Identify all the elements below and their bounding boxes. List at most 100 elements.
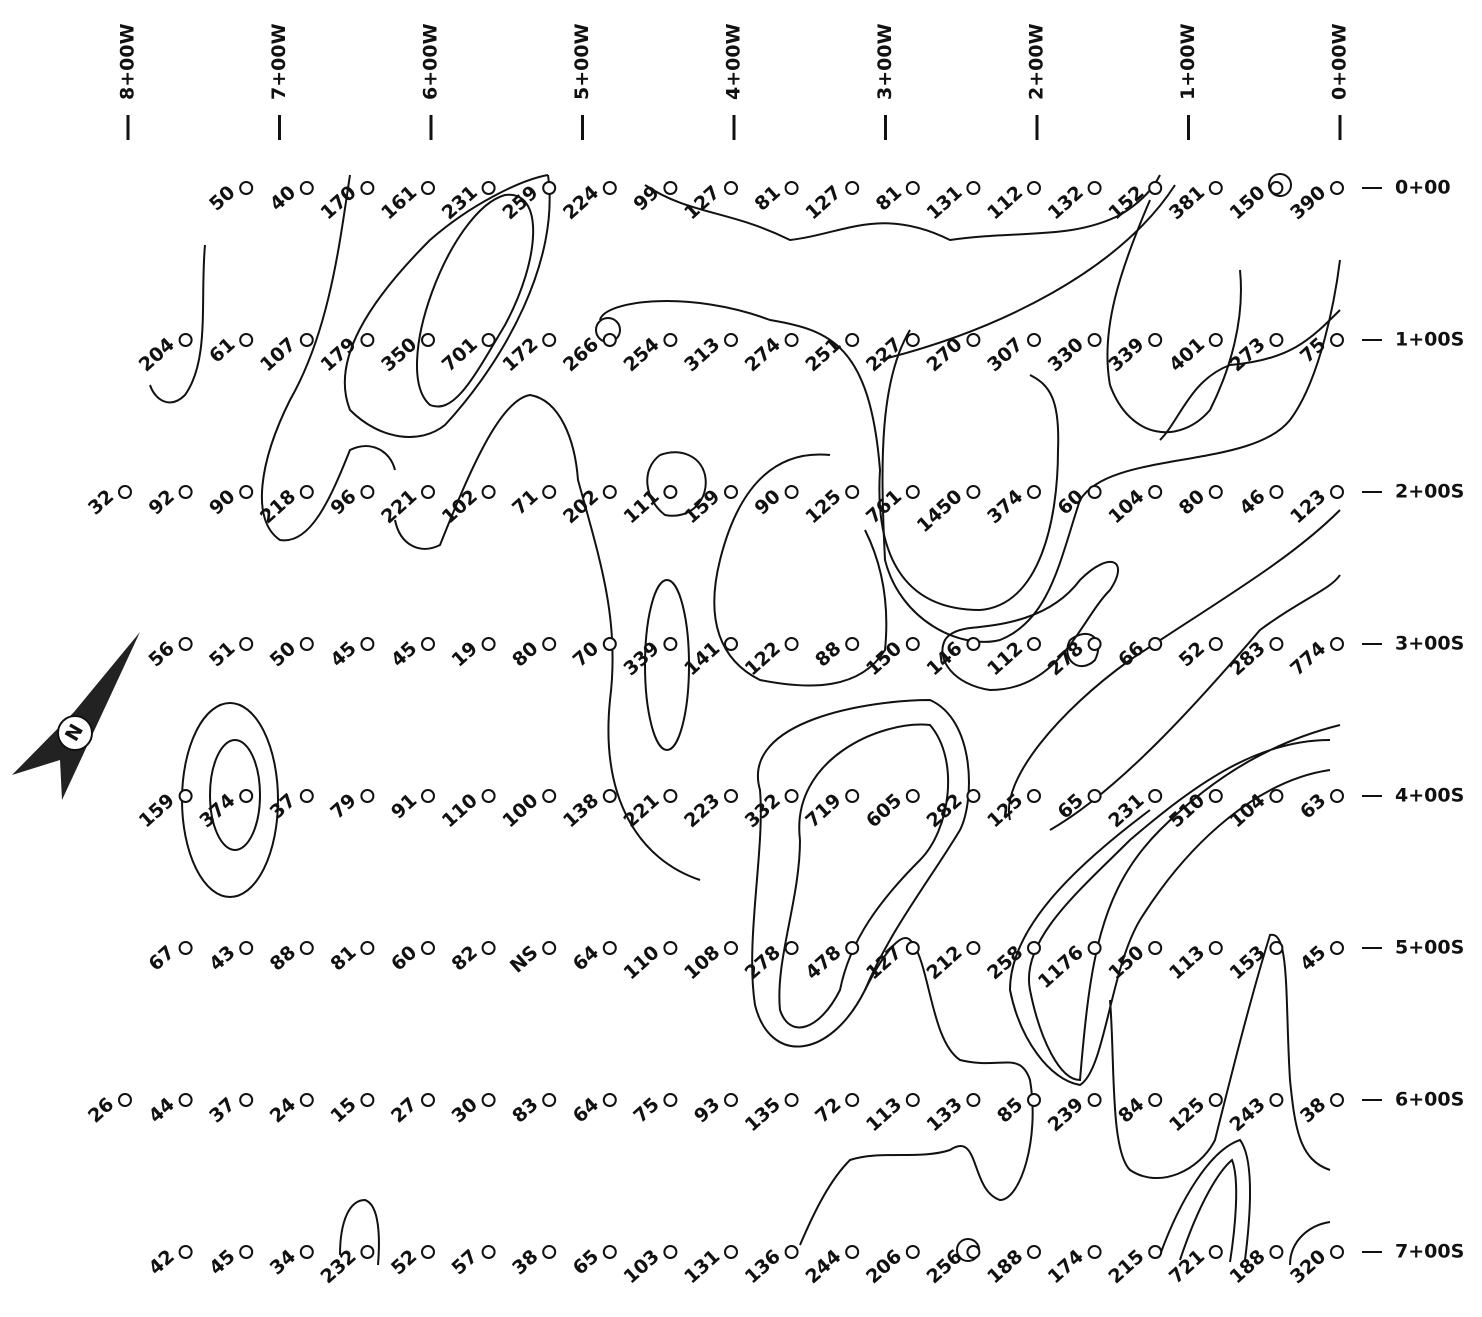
sample-point [240, 1094, 252, 1106]
sample-value: 85 [993, 1093, 1027, 1127]
sample-value: 81 [326, 941, 360, 975]
sample-point [725, 1094, 737, 1106]
sample-value: 32 [84, 485, 118, 519]
sample-point [1270, 1246, 1282, 1258]
sample-point [422, 334, 434, 346]
sample-value: 45 [205, 1245, 239, 1279]
sample-point [1331, 1094, 1343, 1106]
sample-value: 159 [680, 485, 724, 528]
sample-point [725, 486, 737, 498]
sample-value: 24 [266, 1093, 300, 1127]
contour-line [417, 195, 533, 407]
sample-value: 125 [983, 789, 1027, 832]
column-label: 3+00W [874, 23, 896, 100]
sample-value: 92 [145, 485, 179, 519]
sample-point [907, 942, 919, 954]
contour-line [752, 700, 969, 1047]
sample-value: 273 [1226, 333, 1270, 376]
sample-value: 72 [811, 1093, 845, 1127]
sample-point [180, 942, 192, 954]
sample-point [543, 1246, 555, 1258]
sample-point [1028, 638, 1040, 650]
sample-value: 127 [862, 941, 906, 984]
sample-value: 701 [438, 333, 482, 376]
sample-value: 113 [1165, 941, 1209, 984]
sample-point [422, 182, 434, 194]
sample-value: 44 [145, 1093, 179, 1127]
sample-point [1089, 182, 1101, 194]
sample-value: 65 [1054, 789, 1088, 823]
sample-value: 282 [923, 789, 967, 832]
sample-point [543, 638, 555, 650]
sample-point [786, 638, 798, 650]
sample-value: 122 [741, 637, 785, 680]
sample-value: 1176 [1034, 941, 1088, 993]
sample-value: 83 [508, 1093, 542, 1127]
sample-value: 256 [923, 1245, 967, 1288]
sample-point [846, 638, 858, 650]
sample-value: 350 [377, 333, 421, 376]
sample-point [422, 1094, 434, 1106]
sample-point [604, 1246, 616, 1258]
sample-value: 605 [862, 789, 906, 832]
sample-value: 46 [1235, 485, 1269, 519]
sample-point [1149, 1094, 1161, 1106]
sample-value: 146 [923, 637, 967, 680]
row-label: 6+00S [1395, 1089, 1464, 1111]
sample-point [119, 1094, 131, 1106]
sample-point [786, 486, 798, 498]
sample-point [786, 1246, 798, 1258]
sample-point [301, 334, 313, 346]
sample-point [361, 1246, 373, 1258]
sample-point [240, 942, 252, 954]
sample-value: 27 [387, 1093, 421, 1127]
sample-value: 19 [448, 637, 482, 671]
sample-point [786, 334, 798, 346]
sample-value: 227 [862, 333, 906, 376]
sample-point [846, 182, 858, 194]
sample-value: 80 [1175, 485, 1209, 519]
sample-value: 102 [438, 485, 482, 528]
sample-point [361, 486, 373, 498]
sample-point [664, 1246, 676, 1258]
column-label: 2+00W [1026, 23, 1048, 100]
sample-value: 150 [1226, 181, 1270, 224]
sample-point [1270, 638, 1282, 650]
sample-point [1270, 334, 1282, 346]
sample-value: 104 [1104, 485, 1148, 528]
sample-value: 56 [145, 637, 179, 671]
sample-value: 125 [801, 485, 845, 528]
column-label: 8+00W [117, 23, 139, 100]
sample-value: 42 [145, 1245, 179, 1279]
column-label: 4+00W [723, 23, 745, 100]
sample-value: 112 [983, 637, 1027, 680]
sample-value: 26 [84, 1093, 118, 1127]
sample-point [180, 486, 192, 498]
sample-value: 107 [256, 333, 300, 376]
sample-value: 231 [1104, 789, 1148, 832]
sample-point [361, 942, 373, 954]
sample-point [1331, 334, 1343, 346]
sample-value: 65 [569, 1245, 603, 1279]
sample-value: 123 [1286, 485, 1330, 528]
sample-value: 381 [1165, 181, 1209, 224]
sample-value: 64 [569, 1093, 603, 1127]
sample-point [725, 1246, 737, 1258]
sample-value: 52 [1175, 637, 1209, 671]
sample-point [604, 182, 616, 194]
sample-point [301, 638, 313, 650]
sample-point [1210, 486, 1222, 498]
sample-point [604, 638, 616, 650]
sample-value: 254 [620, 333, 664, 376]
sample-point [1089, 334, 1101, 346]
sample-value: 75 [629, 1093, 663, 1127]
sample-point [301, 1246, 313, 1258]
sample-value: 132 [1044, 181, 1088, 224]
sample-point [543, 182, 555, 194]
sample-value: 313 [680, 333, 724, 376]
sample-value: 215 [1104, 1245, 1148, 1288]
sample-value: 57 [448, 1245, 482, 1279]
sample-point [301, 790, 313, 802]
sample-point [786, 942, 798, 954]
sample-point [725, 182, 737, 194]
